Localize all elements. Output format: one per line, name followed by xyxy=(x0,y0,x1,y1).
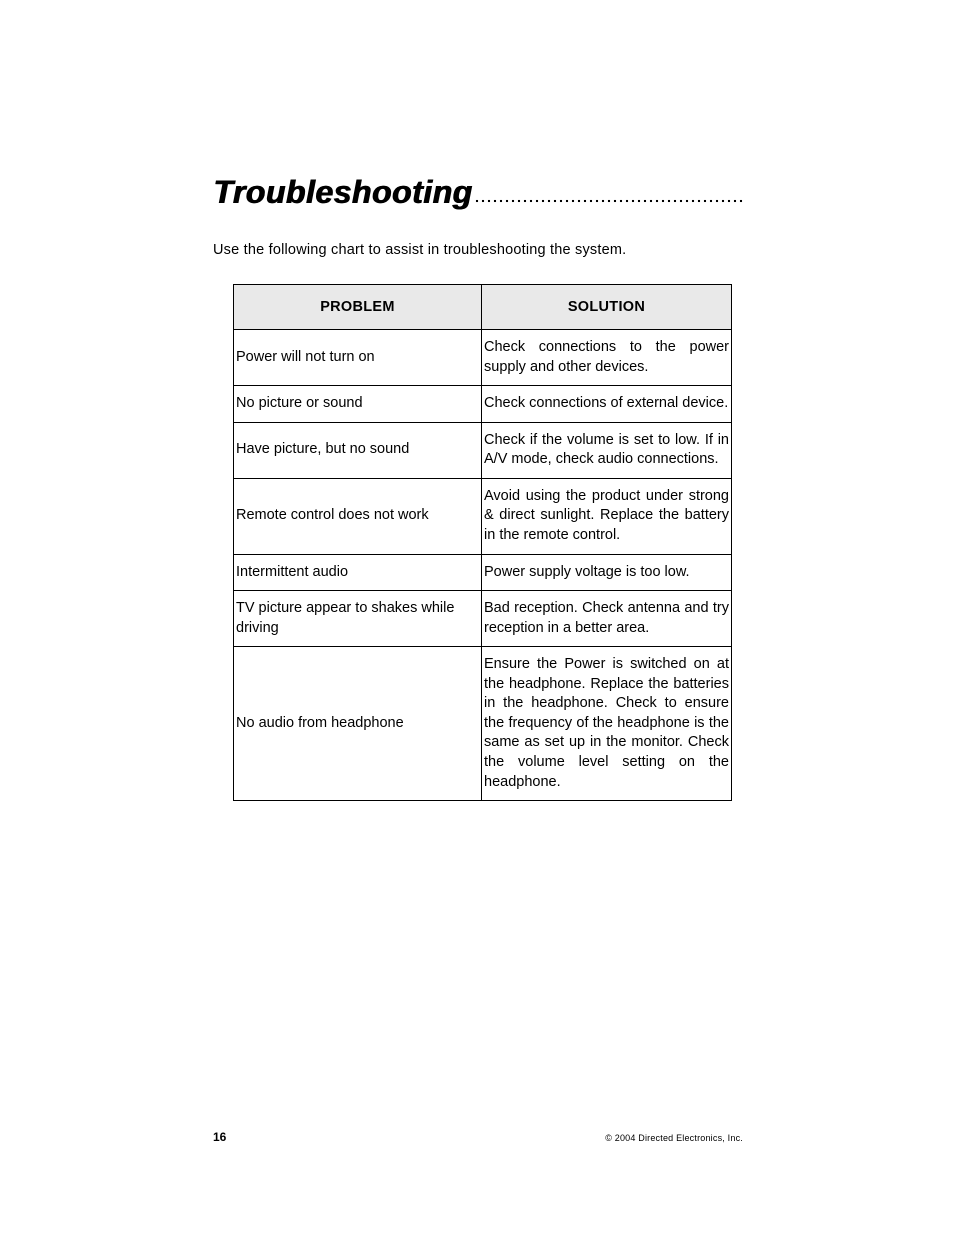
solution-cell: Avoid using the product under strong & d… xyxy=(482,478,732,554)
problem-cell: Have picture, but no sound xyxy=(234,422,482,478)
solution-cell: Check connections to the power supply an… xyxy=(482,330,732,386)
table-row: Intermittent audio Power supply voltage … xyxy=(234,554,732,591)
table-header-solution: SOLUTION xyxy=(482,285,732,330)
table-row: Remote control does not work Avoid using… xyxy=(234,478,732,554)
table-row: Power will not turn on Check connections… xyxy=(234,330,732,386)
intro-text: Use the following chart to assist in tro… xyxy=(213,242,743,258)
troubleshooting-table: PROBLEM SOLUTION Power will not turn on … xyxy=(233,284,732,801)
heading-dots xyxy=(474,198,743,204)
problem-cell: Remote control does not work xyxy=(234,478,482,554)
problem-cell: No audio from headphone xyxy=(234,647,482,801)
table-header-problem: PROBLEM xyxy=(234,285,482,330)
problem-cell: TV picture appear to shakes while drivin… xyxy=(234,591,482,647)
problem-cell: Power will not turn on xyxy=(234,330,482,386)
problem-cell: No picture or sound xyxy=(234,386,482,423)
table-row: TV picture appear to shakes while drivin… xyxy=(234,591,732,647)
solution-cell: Check if the volume is set to low. If in… xyxy=(482,422,732,478)
solution-cell: Power supply voltage is too low. xyxy=(482,554,732,591)
solution-cell: Bad reception. Check antenna and try rec… xyxy=(482,591,732,647)
solution-cell: Check connections of external device. xyxy=(482,386,732,423)
page-number: 16 xyxy=(213,1130,226,1144)
solution-cell: Ensure the Power is switched on at the h… xyxy=(482,647,732,801)
copyright-text: © 2004 Directed Electronics, Inc. xyxy=(605,1133,743,1143)
table-row: No audio from headphone Ensure the Power… xyxy=(234,647,732,801)
page-heading: Troubleshooting xyxy=(213,176,474,208)
table-row: Have picture, but no sound Check if the … xyxy=(234,422,732,478)
table-row: No picture or sound Check connections of… xyxy=(234,386,732,423)
problem-cell: Intermittent audio xyxy=(234,554,482,591)
